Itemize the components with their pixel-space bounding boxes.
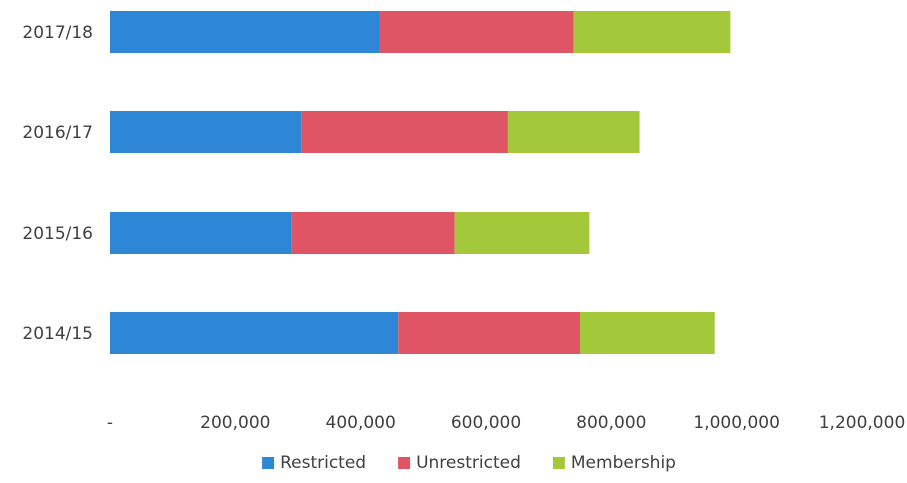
tick-label: 1,200,000 [819,413,906,433]
bar-segment-membership [580,312,715,354]
legend-swatch-restricted [262,457,275,469]
legend-label: Unrestricted [416,453,521,473]
bar-segment-membership [507,111,640,153]
tick-label: 800,000 [576,413,646,433]
legend-swatch-unrestricted [398,457,411,469]
legend-label: Restricted [280,453,366,473]
category-axis: 2017/18 2016/17 2015/16 2014/15 [22,23,93,344]
bar-segment-restricted [110,212,292,254]
tick-label: - [107,413,113,433]
bar-segment-restricted [110,11,380,53]
tick-label: 600,000 [451,413,521,433]
category-label: 2014/15 [22,324,93,344]
legend-swatch-membership [552,457,565,469]
category-label: 2015/16 [22,224,93,244]
bar-segment-membership [454,212,590,254]
bar-segment-membership [573,11,731,53]
category-label: 2017/18 [22,23,93,43]
legend-label: Membership [571,453,676,473]
bar-segment-unrestricted [379,11,574,53]
plot-area [110,11,731,354]
bar-segment-unrestricted [398,312,580,354]
bar-segment-restricted [110,111,302,153]
tick-label: 400,000 [326,413,396,433]
value-axis: - 200,000 400,000 600,000 800,000 1,000,000 1,… [107,413,905,433]
category-label: 2016/17 [22,123,93,143]
tick-label: 1,000,000 [693,413,780,433]
bar-segment-restricted [110,312,399,354]
legend: Restricted Unrestricted Membership [262,453,676,473]
bar-segment-unrestricted [301,111,508,153]
bar-segment-unrestricted [291,212,455,254]
tick-label: 200,000 [200,413,270,433]
